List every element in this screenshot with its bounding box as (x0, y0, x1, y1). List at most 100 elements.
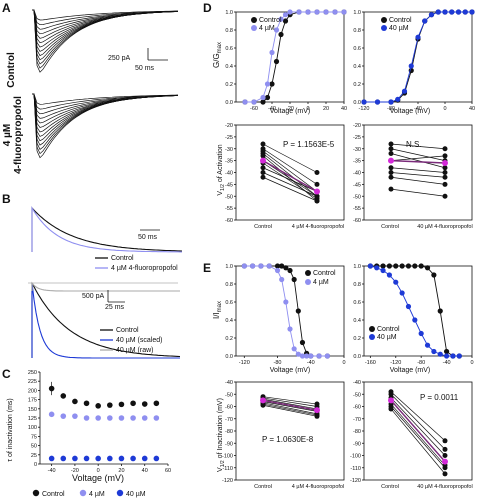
y-tick-label: 0.2 (225, 82, 233, 88)
tau-point-Control (60, 393, 67, 399)
data-point (274, 263, 281, 269)
y-tick-label: 0.8 (225, 28, 233, 34)
tau-point-Control (48, 385, 55, 392)
panel-b-top-traces (31, 206, 183, 253)
drug-point (314, 193, 320, 199)
current-trace (32, 9, 179, 39)
control-point (388, 165, 394, 171)
data-point (314, 9, 320, 15)
control-point (388, 186, 394, 192)
x-tick-label: -40 (307, 360, 315, 366)
tau-point-40M (60, 455, 67, 462)
fit-curve (364, 11, 472, 103)
tau-point-Control (153, 400, 160, 407)
y-tick-label: 150 (28, 407, 37, 413)
data-point (260, 99, 266, 105)
y-tick-label: 0.8 (225, 282, 233, 288)
x-tick-label: -80 (387, 106, 395, 112)
data-point (374, 99, 381, 105)
pair-line (390, 143, 446, 150)
panel-e-letter: E (203, 261, 211, 275)
pair-line (390, 394, 446, 450)
pair-line (390, 176, 446, 185)
panel-d-legend-right-control: Control (389, 17, 412, 24)
y-tick-label: -50 (225, 392, 233, 398)
pair-line (262, 397, 318, 407)
data-point (386, 263, 393, 269)
data-point (258, 263, 264, 269)
panel-d-ylabel-bottom: V1/2 of Activation (217, 144, 226, 195)
x-tick-label: 40 (142, 468, 148, 474)
y-tick-label: -100 (350, 454, 361, 460)
pair-line (262, 143, 318, 173)
y-tick-label: 250 (28, 370, 37, 376)
data-point (295, 308, 301, 314)
panel-b-bottom-scale-current: 500 pA (82, 293, 105, 300)
pair-line (262, 403, 318, 416)
y-tick-label: -110 (222, 466, 233, 472)
y-tick-label: 0.0 (225, 354, 233, 360)
data-point (279, 263, 285, 269)
x-tick-label: 60 (165, 468, 171, 474)
data-point (443, 348, 450, 355)
data-point (405, 263, 412, 269)
control-point (260, 165, 266, 171)
tau-point-4M (60, 413, 67, 419)
data-point (456, 353, 462, 359)
y-tick-label: 175 (28, 398, 37, 404)
tau-point-4M (141, 415, 148, 421)
current-trace (32, 9, 178, 21)
control-point (260, 170, 266, 175)
y-tick-label: 1.0 (225, 264, 233, 270)
y-tick-label: 0.6 (225, 300, 233, 306)
x-tick-label: -40 (48, 468, 56, 474)
data-point (449, 9, 455, 15)
y-tick-label: -50 (353, 194, 361, 200)
panel-d-legend-right-40um-marker (381, 25, 387, 31)
data-point (435, 9, 441, 15)
data-point (324, 353, 330, 359)
tau-point-40M (141, 455, 148, 462)
y-tick-label: 0.0 (353, 100, 361, 106)
panel-e-legend-right-control-marker (369, 326, 375, 332)
tau-point-40M (118, 455, 125, 462)
y-tick-label: 0.6 (353, 300, 361, 306)
panel-a-row-drug-2: 4-fluoropropofol (13, 96, 24, 174)
panel-e-pvalue-left: P = 1.0630E-8 (262, 435, 314, 444)
x-tick-label: -160 (365, 360, 376, 366)
y-tick-label: -80 (353, 429, 361, 435)
tau-point-4M (95, 415, 101, 421)
data-point (295, 351, 301, 357)
x-tick-label: -40 (268, 106, 276, 112)
panel-d-top-right-plot: -120 -80 -40 0 40 0.0 0.2 0.4 0.6 0.8 1.0 (353, 9, 475, 112)
y-tick-label: 0.4 (353, 64, 361, 70)
y-tick-label: -40 (353, 380, 361, 386)
panel-c-legend-4um: 4 µM (89, 491, 105, 498)
y-tick-label: 0.2 (353, 82, 361, 88)
pair-line (390, 153, 446, 169)
control-point (388, 174, 394, 180)
data-point (251, 99, 257, 105)
y-tick-label: 225 (28, 379, 37, 385)
y-tick-label: -35 (225, 159, 233, 165)
data-point (283, 265, 289, 271)
y-tick-label: 75 (31, 434, 37, 440)
tau-point-40M (130, 455, 136, 462)
tau-point-40M (72, 455, 78, 462)
pair-line (390, 188, 446, 197)
data-point (418, 330, 424, 337)
y-tick-label: 25 (31, 453, 37, 459)
mean-control-point (388, 397, 394, 404)
y-tick-label: 100 (28, 425, 37, 431)
data-point (291, 276, 297, 283)
control-point (260, 174, 266, 180)
data-point (305, 9, 311, 15)
control-point (388, 151, 394, 156)
data-point (462, 9, 468, 15)
data-point (278, 31, 284, 38)
y-tick-label: -120 (222, 478, 233, 484)
panel-d-legend-left-control-marker (251, 17, 257, 23)
plot-frame (363, 11, 473, 103)
data-point (273, 58, 280, 65)
y-tick-label: 1.0 (225, 10, 233, 16)
